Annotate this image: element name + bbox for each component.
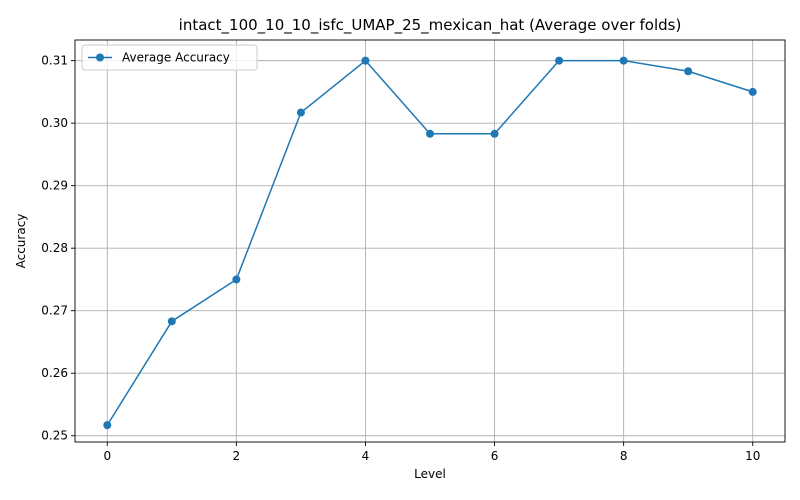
y-tick-label: 0.28 [41,241,68,255]
data-point [426,129,434,138]
grid-lines [75,40,785,442]
chart-title: intact_100_10_10_isfc_UMAP_25_mexican_ha… [179,16,682,35]
y-tick-label: 0.29 [41,179,68,193]
data-point [103,421,112,430]
data-point [684,67,693,76]
data-point [490,129,499,138]
y-tick-label: 0.30 [41,116,68,130]
data-point [748,87,757,96]
x-tick-label: 10 [745,449,760,463]
legend-marker-swatch [96,53,104,62]
data-point [232,275,241,284]
y-tick-label: 0.25 [41,429,68,443]
legend: Average Accuracy [81,44,258,71]
y-tick-label: 0.31 [41,54,68,68]
x-tick-label: 4 [362,449,370,463]
x-tick-label: 2 [233,449,241,463]
y-tick-label: 0.26 [41,366,68,380]
data-point [167,317,176,326]
data-point [555,56,564,65]
y-axis-label: Accuracy [14,214,28,269]
y-tick-label: 0.27 [41,304,68,318]
legend-label: Average Accuracy [122,51,230,65]
axis-ticks: 0 2 4 6 8 10 0.25 0.26 0.27 0.28 0.29 0.30 0.31 [41,54,760,463]
data-point [619,56,628,65]
plot-frame [74,39,786,443]
data-point [296,108,305,117]
legend-box [81,44,258,71]
series-layer [103,56,757,430]
x-tick-label: 6 [491,449,499,463]
x-tick-label: 8 [620,449,628,463]
x-axis-label: Level [414,467,446,481]
data-point [361,56,370,65]
x-tick-label: 0 [103,449,111,463]
